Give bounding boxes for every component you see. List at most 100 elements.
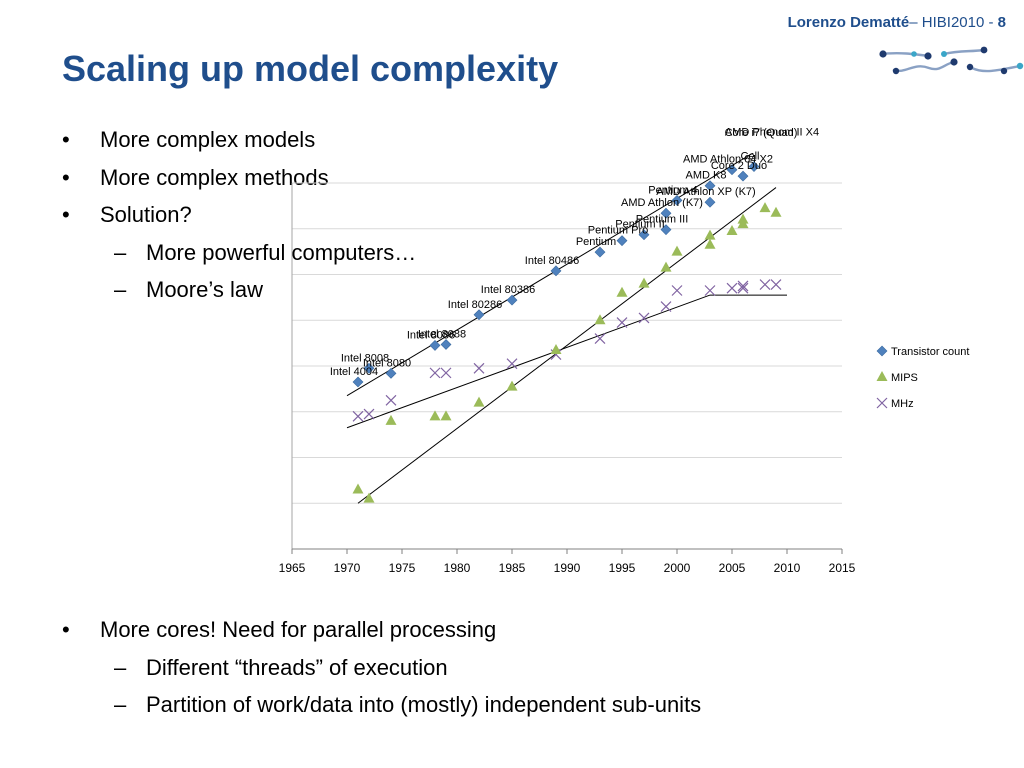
data-point — [385, 414, 397, 425]
sub-bullet-item: Different “threads” of execution — [62, 649, 701, 687]
data-point — [385, 394, 397, 406]
data-point — [385, 367, 397, 379]
data-point — [473, 396, 485, 407]
data-label: Pentium — [576, 236, 616, 248]
legend-marker — [876, 345, 888, 357]
data-label: Intel 8008 — [341, 352, 389, 364]
data-point — [352, 410, 364, 422]
x-tick-label: 2000 — [664, 561, 691, 575]
data-point — [737, 170, 749, 182]
data-point — [616, 317, 628, 328]
data-point — [737, 282, 749, 294]
sub-bullet-item: Partition of work/data into (mostly) ind… — [62, 686, 701, 724]
bullet-list-bottom: More cores! Need for parallel processing… — [62, 611, 701, 724]
data-point — [429, 339, 441, 351]
slide-title: Scaling up model complexity — [62, 48, 559, 89]
data-point — [771, 138, 781, 148]
data-point — [726, 225, 738, 236]
x-tick-label: 1970 — [334, 561, 361, 575]
data-point — [429, 410, 441, 421]
bullet-item: More cores! Need for parallel processing — [62, 611, 701, 649]
x-tick-label: 1990 — [554, 561, 581, 575]
x-tick-label: 1980 — [444, 561, 471, 575]
data-point — [352, 376, 364, 388]
data-point — [704, 238, 716, 249]
data-point — [594, 246, 606, 258]
data-point — [737, 213, 749, 224]
data-point — [726, 282, 738, 294]
data-label: AMD K8 — [686, 170, 727, 182]
data-point — [550, 349, 562, 360]
data-point — [671, 194, 683, 206]
data-point — [429, 367, 441, 379]
data-label: Core 2 Duo — [711, 160, 767, 172]
data-label: AMD Phenom II X4 — [725, 127, 819, 139]
data-point — [760, 138, 770, 148]
data-label: Intel 8086 — [407, 329, 455, 341]
data-point — [748, 161, 760, 172]
trendline — [346, 294, 711, 429]
data-label: Pentium 4 — [648, 184, 698, 196]
data-point — [737, 280, 749, 292]
network-logo-icon — [879, 46, 1024, 75]
x-tick-label: 1985 — [499, 561, 526, 575]
data-label: Core i7 (Quad) — [725, 127, 798, 139]
data-point — [473, 362, 485, 374]
x-tick-label: 2015 — [829, 561, 856, 575]
slide-header: Lorenzo Dematté– HIBI2010 - 8 — [788, 14, 1006, 31]
legend-marker — [876, 397, 888, 409]
data-point — [704, 285, 716, 296]
data-point — [770, 279, 782, 290]
header-author: Lorenzo Dematté — [787, 14, 910, 31]
data-point — [671, 245, 683, 256]
bullet-item: More complex methods — [62, 159, 416, 197]
data-point — [616, 235, 628, 247]
data-point — [671, 285, 683, 296]
data-point — [660, 207, 672, 219]
data-point — [737, 218, 749, 229]
data-point — [594, 314, 606, 325]
data-point — [473, 309, 485, 321]
data-point — [506, 380, 518, 391]
data-point — [363, 492, 375, 503]
data-label: Intel 4004 — [330, 366, 378, 378]
data-label: Pentium II — [615, 219, 665, 231]
data-point — [704, 229, 716, 240]
data-point — [440, 339, 452, 350]
data-point — [759, 202, 771, 213]
bullet-list-top: More complex models More complex methods… — [62, 121, 416, 309]
data-point — [550, 343, 562, 354]
data-label: Intel 80286 — [448, 299, 502, 311]
data-label: Pentium Pro — [588, 225, 649, 237]
data-point — [759, 279, 771, 290]
x-tick-label: 1965 — [279, 561, 306, 575]
trendline — [357, 187, 777, 504]
legend-label: Transistor count — [891, 346, 969, 358]
header-page-number: 8 — [997, 14, 1006, 31]
data-label: Intel 8080 — [363, 357, 411, 369]
data-point — [638, 277, 650, 288]
data-label: AMD Athlon (K7) — [621, 197, 703, 209]
data-label: AMD Athlon 64 X2 — [683, 154, 773, 166]
data-point — [506, 294, 518, 306]
data-point — [660, 261, 672, 272]
header-event: – HIBI2010 - — [909, 14, 998, 31]
data-point — [770, 206, 782, 217]
data-label: AMD Athlon XP (K7) — [656, 186, 755, 198]
sub-bullet-item: More powerful computers… — [62, 234, 416, 272]
data-label: Pentium III — [636, 214, 689, 226]
data-point — [440, 410, 452, 421]
data-point — [638, 229, 650, 241]
data-point — [660, 301, 672, 312]
bullet-item: Solution? — [62, 196, 416, 234]
sub-bullet-item: Moore’s law — [62, 271, 416, 309]
legend-label: MHz — [891, 398, 914, 410]
data-point — [726, 164, 738, 176]
data-point — [352, 483, 364, 494]
data-label: Intel 80486 — [525, 255, 579, 267]
data-point — [363, 408, 375, 420]
legend-marker — [876, 371, 888, 381]
data-label: Intel 80386 — [481, 284, 535, 296]
x-tick-label: 1975 — [389, 561, 416, 575]
x-tick-label: 2010 — [774, 561, 801, 575]
